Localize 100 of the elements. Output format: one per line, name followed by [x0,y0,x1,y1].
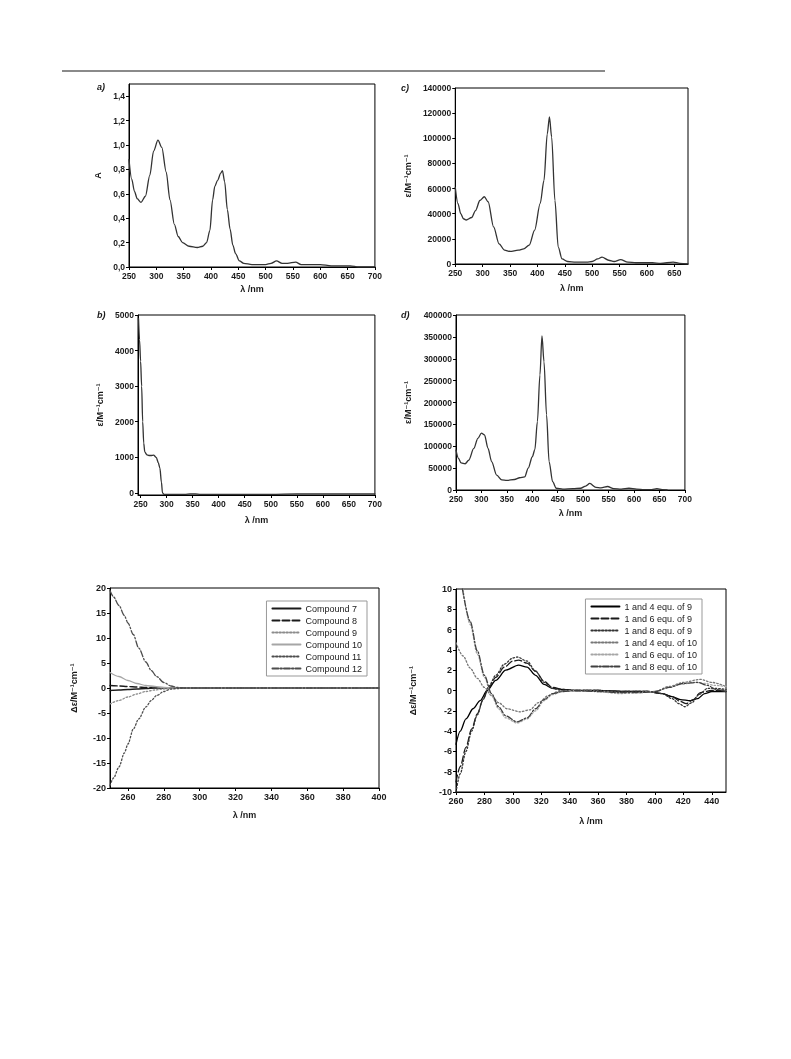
y-axis-title: ε/M⁻¹cm⁻¹ [402,154,413,198]
y-tick-label: 1000 [115,452,135,463]
y-tick-label: 2 [446,665,452,676]
x-tick-label: 350 [502,267,518,278]
y-tick-label: 10 [95,633,106,643]
y-tick-label: -10 [438,787,452,797]
y-tick-label: -8 [443,766,452,777]
y-tick-label: 4 [446,644,452,655]
x-tick-label: 550 [285,270,301,281]
y-tick-label: -4 [443,726,452,737]
x-tick-label: 300 [505,795,521,806]
x-tick-label: 350 [499,493,515,504]
y-tick-label: 0 [447,485,453,495]
y-tick-label: 1,4 [113,91,126,102]
x-tick-label: 550 [601,493,616,504]
y-tick-label: 0 [129,487,135,498]
x-tick-label: 340 [263,791,279,802]
y-tick-label: 8 [446,604,452,615]
y-tick-label: 1,0 [113,140,126,150]
x-axis-title: λ /nm [559,282,584,293]
y-tick-label: 6 [446,624,452,635]
x-tick-label: 400 [530,267,545,278]
y-tick-label: 400000 [423,310,453,320]
legend-label: 1 and 4 equ. of 10 [624,637,697,648]
y-tick-label: 20000 [427,233,452,244]
x-tick-label: 340 [562,795,578,806]
x-tick-label: 400 [203,270,219,281]
x-tick-label: 400 [525,493,540,504]
chart-title: a) [97,81,106,92]
y-tick-label: 5 [100,658,106,668]
y-tick-label: 100000 [422,133,452,144]
legend-label: 1 and 6 equ. of 9 [624,613,692,624]
y-tick-label: 3000 [115,381,135,392]
legend-label: 1 and 4 equ. of 9 [624,601,692,612]
chart-title: b) [97,309,106,320]
legend-label: 1 and 8 equ. of 9 [624,625,692,636]
x-tick-label: 300 [159,498,174,509]
x-tick-label: 300 [475,267,491,278]
x-tick-label: 650 [667,267,682,278]
y-tick-label: 0 [446,685,452,696]
x-tick-label: 450 [237,498,253,509]
x-tick-label: 380 [335,791,351,802]
y-tick-label: 1,2 [113,115,126,126]
x-tick-label: 360 [590,795,606,806]
x-tick-label: 300 [192,791,208,802]
x-tick-label: 350 [185,498,201,509]
x-tick-label: 600 [313,270,328,281]
x-tick-label: 550 [612,267,627,278]
x-tick-label: 500 [585,267,600,278]
x-tick-label: 250 [121,270,137,281]
x-tick-label: 350 [176,270,192,281]
x-axis-title: λ /nm [579,815,603,826]
y-axis-title: A [92,171,103,179]
x-tick-label: 600 [315,498,331,509]
y-tick-label: 0 [100,683,106,693]
x-tick-label: 360 [299,791,315,802]
x-axis-title: λ /nm [244,514,269,525]
y-axis-title: ε/M⁻¹cm⁻¹ [94,383,105,427]
legend-label: Compound 12 [305,663,363,674]
x-tick-label: 260 [120,791,136,802]
x-tick-label: 250 [448,267,463,278]
y-tick-label: 10 [441,584,452,594]
y-tick-label: 140000 [422,83,452,93]
legend-label: Compound 7 [305,603,358,614]
y-tick-label: 4000 [115,345,135,356]
y-tick-label: 120000 [422,108,452,119]
legend-label: Compound 10 [305,639,363,650]
y-tick-label: -20 [92,783,106,793]
x-tick-label: 700 [367,270,383,281]
x-tick-label: 300 [474,493,489,504]
x-tick-label: 400 [371,791,387,802]
y-tick-label: 2000 [115,416,135,427]
x-tick-label: 320 [228,791,244,802]
x-tick-label: 550 [289,498,305,509]
x-tick-label: 280 [476,795,492,806]
chart-title: d) [401,309,410,320]
chart-title: c) [401,82,410,93]
y-tick-label: 80000 [427,158,452,169]
y-tick-label: 0 [446,259,452,269]
x-tick-label: 450 [550,493,566,504]
x-tick-label: 700 [677,493,693,504]
x-tick-label: 420 [675,795,691,806]
x-tick-label: 650 [652,493,667,504]
y-tick-label: -6 [443,746,452,757]
x-tick-label: 450 [557,267,573,278]
y-tick-label: -2 [443,705,452,716]
x-tick-label: 650 [340,270,355,281]
y-tick-label: 150000 [423,419,453,430]
legend-label: 1 and 6 equ. of 10 [624,649,697,660]
x-tick-label: 600 [639,267,655,278]
x-tick-label: 250 [448,493,464,504]
y-tick-label: -15 [92,758,106,768]
x-tick-label: 500 [263,498,279,509]
y-tick-label: -10 [92,733,106,743]
y-tick-label: 200000 [423,397,453,408]
y-tick-label: 15 [95,608,106,618]
legend-label: Compound 9 [305,627,358,638]
y-tick-label: 350000 [423,331,453,342]
y-tick-label: 250000 [423,375,453,386]
y-axis-title: ε/M⁻¹cm⁻¹ [402,381,413,424]
